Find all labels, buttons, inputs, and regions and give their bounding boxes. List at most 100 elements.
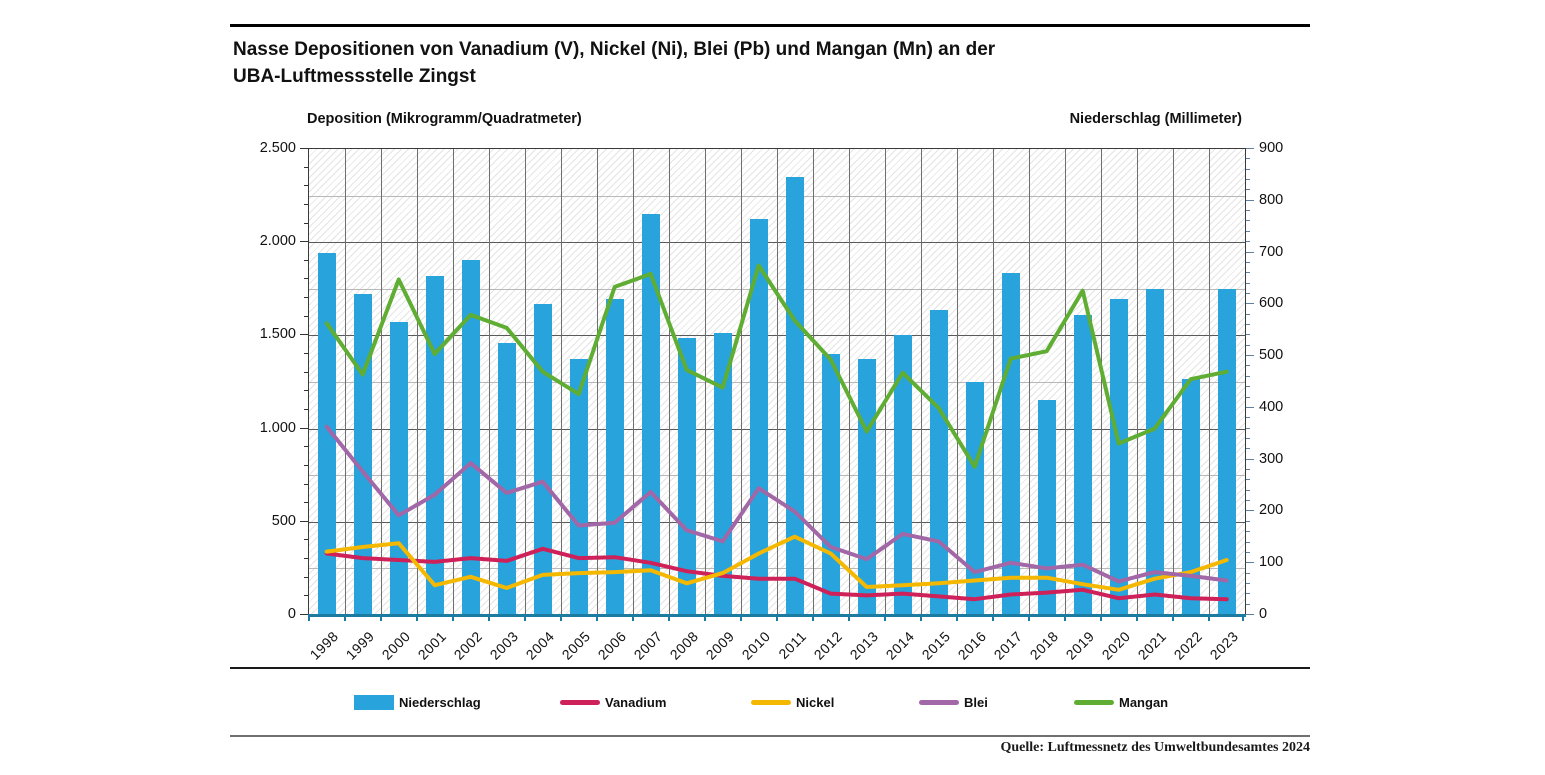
bottom-axis-tick xyxy=(344,614,346,621)
right-tick-label: 600 xyxy=(1259,295,1284,312)
left-axis-tick xyxy=(300,334,308,336)
left-axis-tick xyxy=(304,278,308,280)
left-axis-tick xyxy=(304,259,308,261)
legend-swatch-nickel xyxy=(751,699,791,705)
right-tick-label: 800 xyxy=(1259,191,1284,208)
vertical-gridline xyxy=(777,149,778,615)
legend-label-mangan: Mangan xyxy=(1119,694,1169,710)
line-mangan xyxy=(324,263,1229,469)
right-axis-tick xyxy=(1246,386,1250,388)
right-axis-title: Niederschlag (Millimeter) xyxy=(1069,111,1242,127)
bar-niederschlag-2020 xyxy=(1109,299,1128,615)
legend-item-mangan: Mangan xyxy=(1074,690,1168,714)
chart-plot-area xyxy=(308,148,1246,617)
right-axis-tick xyxy=(1246,614,1254,615)
right-axis-tick xyxy=(1246,541,1250,543)
left-tick-label: 500 xyxy=(271,512,296,529)
right-axis-tick xyxy=(1246,593,1250,595)
right-tick-label: 900 xyxy=(1259,140,1284,156)
right-axis-tick xyxy=(1246,282,1250,284)
right-axis-tick xyxy=(1246,158,1250,160)
bar-niederschlag-1999 xyxy=(353,293,372,615)
left-axis-tick xyxy=(304,297,308,299)
right-axis-tick xyxy=(1246,510,1254,512)
right-axis-tick xyxy=(1246,241,1250,243)
bottom-axis-tick xyxy=(920,614,922,621)
bottom-axis-tick xyxy=(560,614,562,621)
right-axis-tick xyxy=(1246,489,1250,491)
left-axis-tick xyxy=(304,539,308,541)
vertical-gridline xyxy=(1065,149,1066,615)
bar-niederschlag-2003 xyxy=(497,343,516,615)
bottom-axis-tick xyxy=(452,614,454,621)
bottom-axis-tick xyxy=(1100,614,1102,621)
vertical-gridline xyxy=(705,149,706,615)
left-axis-tick xyxy=(304,390,308,392)
top-rule xyxy=(230,24,1310,27)
bar-niederschlag-2004 xyxy=(533,304,552,615)
title-line-2: UBA-Luftmessstelle Zingst xyxy=(233,66,476,87)
left-axis-tick xyxy=(304,353,308,355)
bar-niederschlag-2008 xyxy=(677,338,696,615)
right-axis-tick xyxy=(1246,427,1250,429)
right-axis-tick xyxy=(1246,334,1250,336)
bottom-rule xyxy=(230,735,1310,737)
right-tick-label: 0 xyxy=(1259,606,1268,622)
right-tick-label: 500 xyxy=(1259,347,1284,364)
vertical-gridline xyxy=(741,149,742,615)
right-axis-tick xyxy=(1246,582,1250,584)
right-axis-tick xyxy=(1246,469,1250,471)
right-axis-tick xyxy=(1246,179,1250,181)
right-axis-tick xyxy=(1246,292,1250,294)
separator-rule xyxy=(230,667,1310,669)
right-axis-tick xyxy=(1246,531,1250,533)
right-axis-tick xyxy=(1246,199,1254,201)
right-tick-label: 300 xyxy=(1259,450,1284,467)
right-axis-tick xyxy=(1246,251,1254,253)
right-axis-tick xyxy=(1246,520,1250,522)
vertical-gridline xyxy=(1209,149,1210,615)
vertical-gridline xyxy=(1029,149,1030,615)
left-axis-tick xyxy=(304,166,308,168)
vertical-gridline xyxy=(849,149,850,615)
bottom-axis-tick xyxy=(668,614,670,621)
bottom-axis-tick xyxy=(1028,614,1030,621)
right-axis-tick xyxy=(1246,148,1254,149)
legend-swatch-blei xyxy=(919,699,959,705)
vertical-gridline xyxy=(381,149,382,615)
bottom-axis-tick xyxy=(956,614,958,621)
right-axis-tick xyxy=(1246,365,1250,367)
left-tick-label: 1.000 xyxy=(259,419,296,436)
bottom-axis-tick xyxy=(308,614,310,621)
left-axis-tick xyxy=(304,371,308,373)
left-axis-tick xyxy=(304,595,308,597)
bottom-axis-tick xyxy=(380,614,382,621)
bar-niederschlag-2019 xyxy=(1073,314,1092,615)
left-axis-tick xyxy=(304,558,308,560)
left-axis-tick xyxy=(304,483,308,485)
left-axis-tick xyxy=(304,222,308,224)
bar-niederschlag-2018 xyxy=(1037,400,1056,615)
right-tick-label: 400 xyxy=(1259,398,1284,415)
bar-niederschlag-2023 xyxy=(1217,288,1236,615)
left-axis-tick xyxy=(304,408,308,410)
right-axis-tick xyxy=(1246,261,1250,263)
left-tick-label: 2.500 xyxy=(259,140,296,156)
source-note: Quelle: Luftmessnetz des Umweltbundesamt… xyxy=(1000,740,1310,755)
vertical-gridline xyxy=(993,149,994,615)
vertical-gridline xyxy=(597,149,598,615)
right-axis-tick xyxy=(1246,324,1250,326)
vertical-gridline xyxy=(1137,149,1138,615)
title-line-1: Nasse Depositionen von Vanadium (V), Nic… xyxy=(233,39,996,60)
right-axis-tick xyxy=(1246,572,1250,574)
left-tick-label: 2.000 xyxy=(259,233,296,250)
bottom-axis-tick xyxy=(1208,614,1210,621)
legend-swatch-niederschlag xyxy=(354,694,394,710)
left-axis-tick xyxy=(300,614,308,615)
right-axis-tick xyxy=(1246,210,1250,212)
right-tick-label: 100 xyxy=(1259,554,1284,571)
vertical-gridline xyxy=(885,149,886,615)
bottom-axis-tick xyxy=(776,614,778,621)
right-axis-tick xyxy=(1246,437,1250,439)
right-tick-label: 200 xyxy=(1259,502,1284,519)
